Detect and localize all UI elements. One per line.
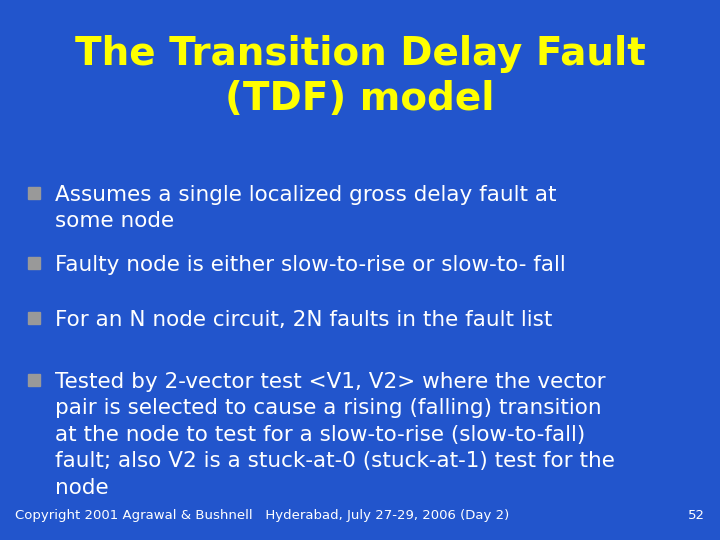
Bar: [28, 312, 40, 324]
Text: Faulty node is either slow-to-rise or slow-to- fall: Faulty node is either slow-to-rise or sl…: [55, 255, 566, 275]
Text: (TDF) model: (TDF) model: [225, 80, 495, 118]
Text: The Transition Delay Fault: The Transition Delay Fault: [75, 35, 645, 73]
Bar: [28, 187, 40, 199]
Text: Copyright 2001 Agrawal & Bushnell   Hyderabad, July 27-29, 2006 (Day 2): Copyright 2001 Agrawal & Bushnell Hydera…: [15, 509, 509, 522]
Bar: [28, 374, 40, 386]
Text: Assumes a single localized gross delay fault at
some node: Assumes a single localized gross delay f…: [55, 185, 557, 232]
Bar: [28, 257, 40, 269]
Text: 52: 52: [688, 509, 705, 522]
Text: Tested by 2-vector test <V1, V2> where the vector
pair is selected to cause a ri: Tested by 2-vector test <V1, V2> where t…: [55, 372, 615, 497]
Text: For an N node circuit, 2N faults in the fault list: For an N node circuit, 2N faults in the …: [55, 310, 552, 330]
